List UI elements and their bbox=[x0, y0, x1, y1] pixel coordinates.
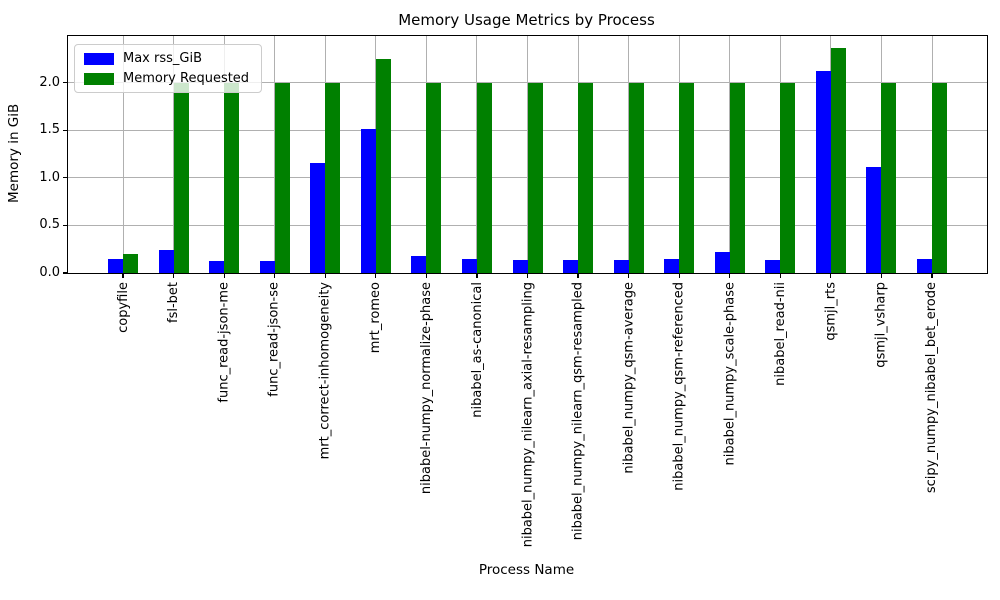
bar-max-rss bbox=[108, 258, 123, 273]
legend-item-memory-requested: Memory Requested bbox=[84, 71, 249, 86]
x-axis-tick bbox=[628, 274, 630, 278]
x-tick-label: nibabel_numpy_qsm-referenced bbox=[671, 282, 687, 491]
y-axis-tick bbox=[63, 129, 67, 131]
bar-memory-requested bbox=[729, 82, 745, 273]
bar-max-rss bbox=[259, 260, 275, 273]
x-axis-tick bbox=[223, 274, 225, 278]
legend: Max rss_GiB Memory Requested bbox=[74, 44, 263, 93]
x-tick-label: nibabel_read-nii bbox=[772, 282, 788, 386]
x-axis-tick bbox=[172, 274, 175, 278]
bar-max-rss bbox=[158, 250, 174, 273]
bar-memory-requested bbox=[274, 82, 290, 273]
bar-memory-requested bbox=[173, 82, 189, 273]
y-axis-tick bbox=[63, 272, 67, 274]
x-tick-label: nibabel-numpy_normalize-phase bbox=[418, 282, 434, 495]
legend-label-max-rss: Max rss_GiB bbox=[123, 51, 203, 66]
x-tick-label: func_read-json-me bbox=[216, 282, 232, 403]
bar-max-rss bbox=[310, 162, 326, 273]
bar-memory-requested bbox=[679, 82, 695, 273]
bar-memory-requested bbox=[426, 82, 442, 273]
x-axis-tick bbox=[274, 274, 276, 278]
legend-label-memory-requested: Memory Requested bbox=[123, 71, 250, 86]
x-tick-label: func_read-json-se bbox=[267, 282, 283, 397]
bar-max-rss bbox=[512, 259, 528, 273]
y-tick-label: 0.5 bbox=[39, 217, 60, 233]
x-axis-tick bbox=[425, 274, 427, 278]
x-axis-tick bbox=[526, 274, 529, 278]
bar-max-rss bbox=[411, 255, 427, 273]
y-tick-label: 1.5 bbox=[39, 122, 60, 138]
x-tick-label: nibabel_numpy_nilearn_qsm-resampled bbox=[570, 282, 586, 541]
x-axis-tick bbox=[577, 274, 579, 278]
x-tick-label: nibabel_as-canonical bbox=[469, 282, 485, 418]
bar-max-rss bbox=[866, 167, 882, 273]
y-tick-label: 1.0 bbox=[39, 169, 60, 185]
bar-max-rss bbox=[714, 252, 730, 273]
bar-memory-requested bbox=[628, 82, 644, 273]
chart-title: Memory Usage Metrics by Process bbox=[398, 11, 655, 29]
gridline-vertical bbox=[122, 36, 124, 273]
bar-memory-requested bbox=[476, 82, 492, 273]
x-axis-tick bbox=[324, 274, 326, 278]
y-axis-tick bbox=[63, 224, 67, 226]
plot-area: Max rss_GiB Memory Requested 0.0 0.5 1.0 1.… bbox=[39, 35, 988, 547]
x-axis-tick bbox=[830, 274, 832, 278]
bar-memory-requested bbox=[375, 58, 391, 273]
x-tick-label: mrt_correct-inhomogeneity bbox=[317, 282, 333, 460]
y-axis-label: Memory in GiB bbox=[6, 103, 22, 204]
x-tick-label: scipy_numpy_nibabel_bet_erode bbox=[924, 282, 940, 494]
x-tick-label: mrt_romeo bbox=[368, 282, 384, 354]
y-tick-label: 2.0 bbox=[39, 74, 60, 90]
bar-max-rss bbox=[613, 259, 629, 273]
legend-item-max-rss: Max rss_GiB bbox=[84, 51, 249, 66]
x-axis-tick bbox=[931, 274, 933, 278]
x-tick-label: nibabel_numpy_qsm-average bbox=[621, 282, 637, 474]
bar-memory-requested bbox=[527, 82, 543, 273]
bar-memory-requested bbox=[881, 82, 897, 273]
bar-memory-requested bbox=[932, 82, 947, 273]
x-axis-label: Process Name bbox=[478, 562, 575, 578]
bar-max-rss bbox=[765, 259, 781, 273]
x-axis-tick bbox=[122, 274, 124, 278]
bar-max-rss bbox=[209, 260, 225, 273]
y-tick-label: 0.0 bbox=[39, 265, 60, 280]
x-axis-tick bbox=[880, 274, 883, 278]
bar-max-rss bbox=[664, 258, 680, 273]
bar-memory-requested bbox=[830, 48, 846, 273]
legend-swatch-green bbox=[84, 72, 114, 85]
y-axis-tick bbox=[63, 177, 67, 179]
y-axis-tick bbox=[63, 82, 67, 84]
bar-memory-requested bbox=[578, 82, 594, 273]
x-axis-tick bbox=[476, 274, 478, 278]
x-tick-label: fsl-bet bbox=[166, 282, 182, 323]
x-tick-label: qsmjl_rts bbox=[823, 282, 839, 341]
bar-memory-requested bbox=[780, 82, 796, 273]
bar-memory-requested bbox=[325, 82, 341, 273]
x-tick-label: qsmjl_vsharp bbox=[873, 282, 889, 368]
x-axis-tick bbox=[375, 274, 377, 278]
bar-max-rss bbox=[563, 259, 579, 273]
x-axis-tick bbox=[779, 274, 781, 278]
legend-swatch-blue bbox=[84, 52, 114, 65]
x-axis-tick bbox=[678, 274, 680, 278]
bar-max-rss bbox=[360, 129, 376, 273]
x-tick-label: copyfile bbox=[115, 282, 131, 333]
x-axis-tick bbox=[729, 274, 731, 278]
x-tick-label: nibabel_numpy_scale-phase bbox=[722, 282, 738, 466]
bar-memory-requested bbox=[224, 82, 240, 273]
bar-max-rss bbox=[461, 258, 477, 273]
bar-memory-requested bbox=[123, 253, 138, 273]
x-tick-label: nibabel_numpy_nilearn_axial-resampling bbox=[520, 282, 535, 548]
bar-max-rss bbox=[815, 71, 831, 273]
bar-max-rss bbox=[917, 258, 932, 273]
